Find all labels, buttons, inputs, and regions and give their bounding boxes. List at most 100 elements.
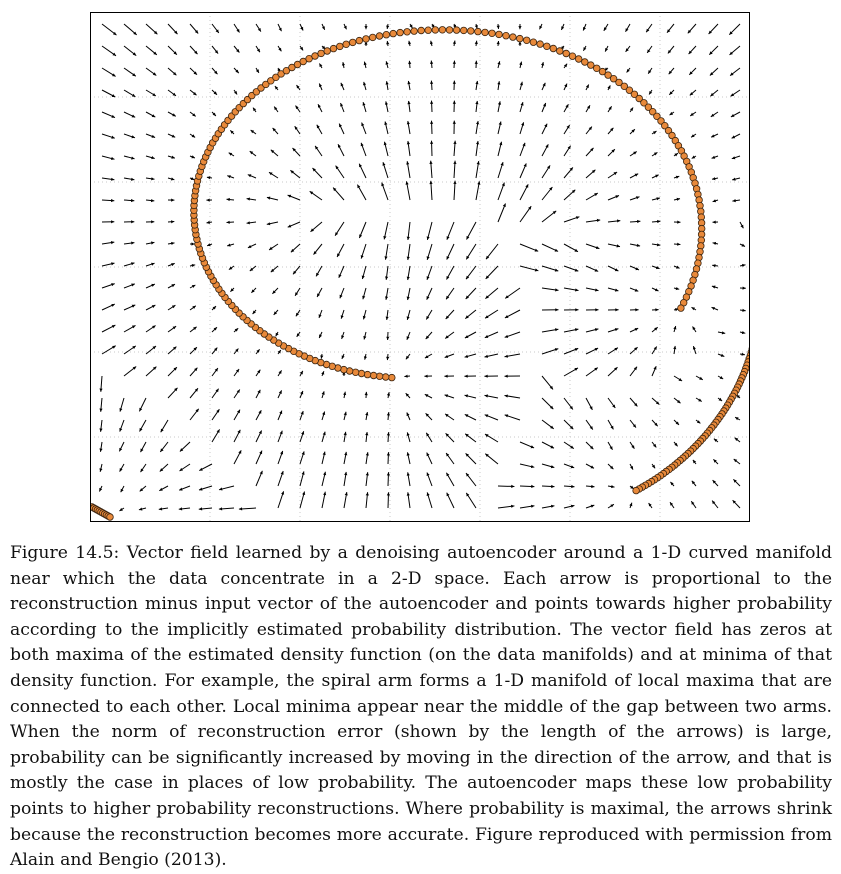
vector-arrow [364,24,368,30]
vector-arrow [318,331,323,339]
vector-arrow [689,111,697,117]
vector-arrow [497,81,501,91]
vector-arrow [167,45,178,56]
vector-arrow [405,181,411,201]
vector-arrow [430,100,434,113]
vector-arrow [255,369,261,377]
vector-arrow [607,287,619,292]
vector-arrow [629,196,640,201]
vector-arrow [673,265,680,269]
vector-arrow [211,23,220,34]
vector-arrow [290,243,301,253]
vector-arrow [123,283,135,289]
vector-arrow [365,472,369,487]
vector-arrow [519,504,535,509]
vector-arrow [729,67,741,76]
vector-arrow [189,133,196,138]
vector-arrow [255,450,263,465]
vector-arrow [430,80,434,91]
vector-arrow [504,353,521,358]
vector-arrow [713,438,719,443]
vector-arrow [118,441,125,452]
vector-arrow [99,375,103,392]
vector-arrow [464,353,477,358]
vector-arrow [691,480,697,487]
vector-arrow [497,504,515,509]
vector-arrow [733,478,741,487]
vector-arrow [386,392,391,399]
vector-arrow [299,23,304,31]
vector-arrow [673,345,677,355]
vector-arrow [321,431,326,443]
vector-arrow [123,23,138,36]
vector-arrow [312,167,323,179]
manifold-point [389,29,397,38]
manifold-point [587,61,595,69]
vector-arrow [424,393,433,399]
vector-arrow [99,463,103,472]
vector-arrow [732,199,741,203]
vector-arrow [341,331,345,340]
manifold-point [403,28,411,36]
vector-arrow [255,67,260,74]
vector-arrow [730,89,741,97]
vector-arrow [405,353,411,360]
manifold-point [257,84,265,92]
vector-arrow [673,197,681,201]
vector-arrow [227,243,235,247]
vector-arrow [343,492,348,509]
vector-arrow [695,419,701,424]
vector-arrow [277,450,284,465]
vector-arrow [651,308,659,312]
vector-arrow [365,431,369,443]
vector-arrow [466,221,477,240]
vector-arrow [299,370,304,377]
vector-arrow [484,414,499,421]
vector-arrow [445,472,455,487]
vector-arrow [731,155,741,160]
vector-arrow [673,325,677,333]
vector-arrow [362,287,367,300]
manifold-point [568,52,577,60]
vector-arrow [294,125,301,135]
vector-arrow [651,219,661,224]
vector-arrow [585,169,596,179]
vector-arrow [563,397,574,410]
vector-arrow [189,67,198,76]
vector-arrow [629,128,636,135]
vector-arrow [452,60,456,69]
vector-arrow [268,243,279,251]
vector-arrow [607,148,616,157]
vector-arrow [563,243,579,253]
vector-arrow [563,189,576,201]
vector-arrow [541,102,547,113]
vector-arrow [504,394,521,399]
vector-arrow [425,432,433,443]
vector-arrow [465,243,477,260]
vector-arrow [320,353,324,359]
vector-arrow [541,61,545,69]
vector-arrow [178,507,191,511]
vector-arrow [321,391,325,399]
vector-arrow [504,374,521,378]
vector-arrow [484,331,499,339]
vector-arrow [497,121,502,135]
vector-arrow [541,243,559,252]
vector-arrow [497,161,504,179]
vector-arrow [361,122,367,135]
vector-arrow [651,346,658,355]
vector-arrow [167,198,175,202]
arrow-field [98,23,746,512]
vector-arrow [343,451,348,465]
vector-arrow [343,391,347,399]
vector-arrow [138,397,147,412]
vector-arrow [625,23,631,33]
vector-arrow [321,451,326,465]
vector-arrow [339,287,345,299]
vector-arrow [607,328,619,333]
vector-arrow [563,63,568,69]
vector-arrow [585,328,599,333]
vector-arrow [717,331,726,335]
vector-arrow [386,432,390,443]
vector-arrow [270,149,279,157]
